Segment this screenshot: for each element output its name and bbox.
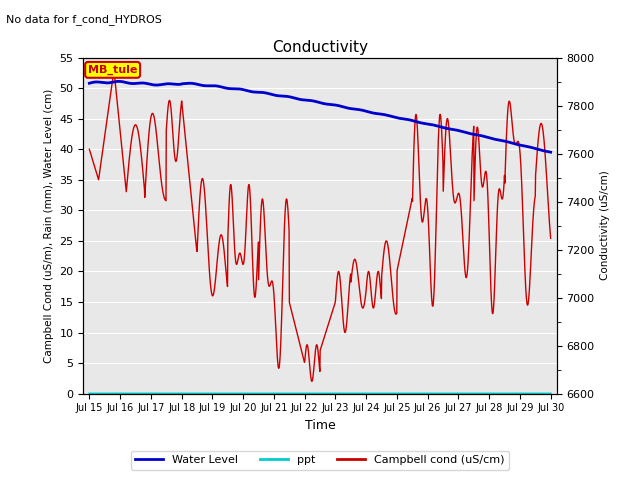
X-axis label: Time: Time [305,419,335,432]
Text: No data for f_cond_HYDROS: No data for f_cond_HYDROS [6,14,163,25]
Title: Conductivity: Conductivity [272,40,368,55]
Y-axis label: Campbell Cond (uS/m), Rain (mm), Water Level (cm): Campbell Cond (uS/m), Rain (mm), Water L… [44,88,54,363]
Y-axis label: Conductivity (uS/cm): Conductivity (uS/cm) [600,171,611,280]
Text: MB_tule: MB_tule [88,65,138,75]
Legend: Water Level, ppt, Campbell cond (uS/cm): Water Level, ppt, Campbell cond (uS/cm) [131,451,509,469]
